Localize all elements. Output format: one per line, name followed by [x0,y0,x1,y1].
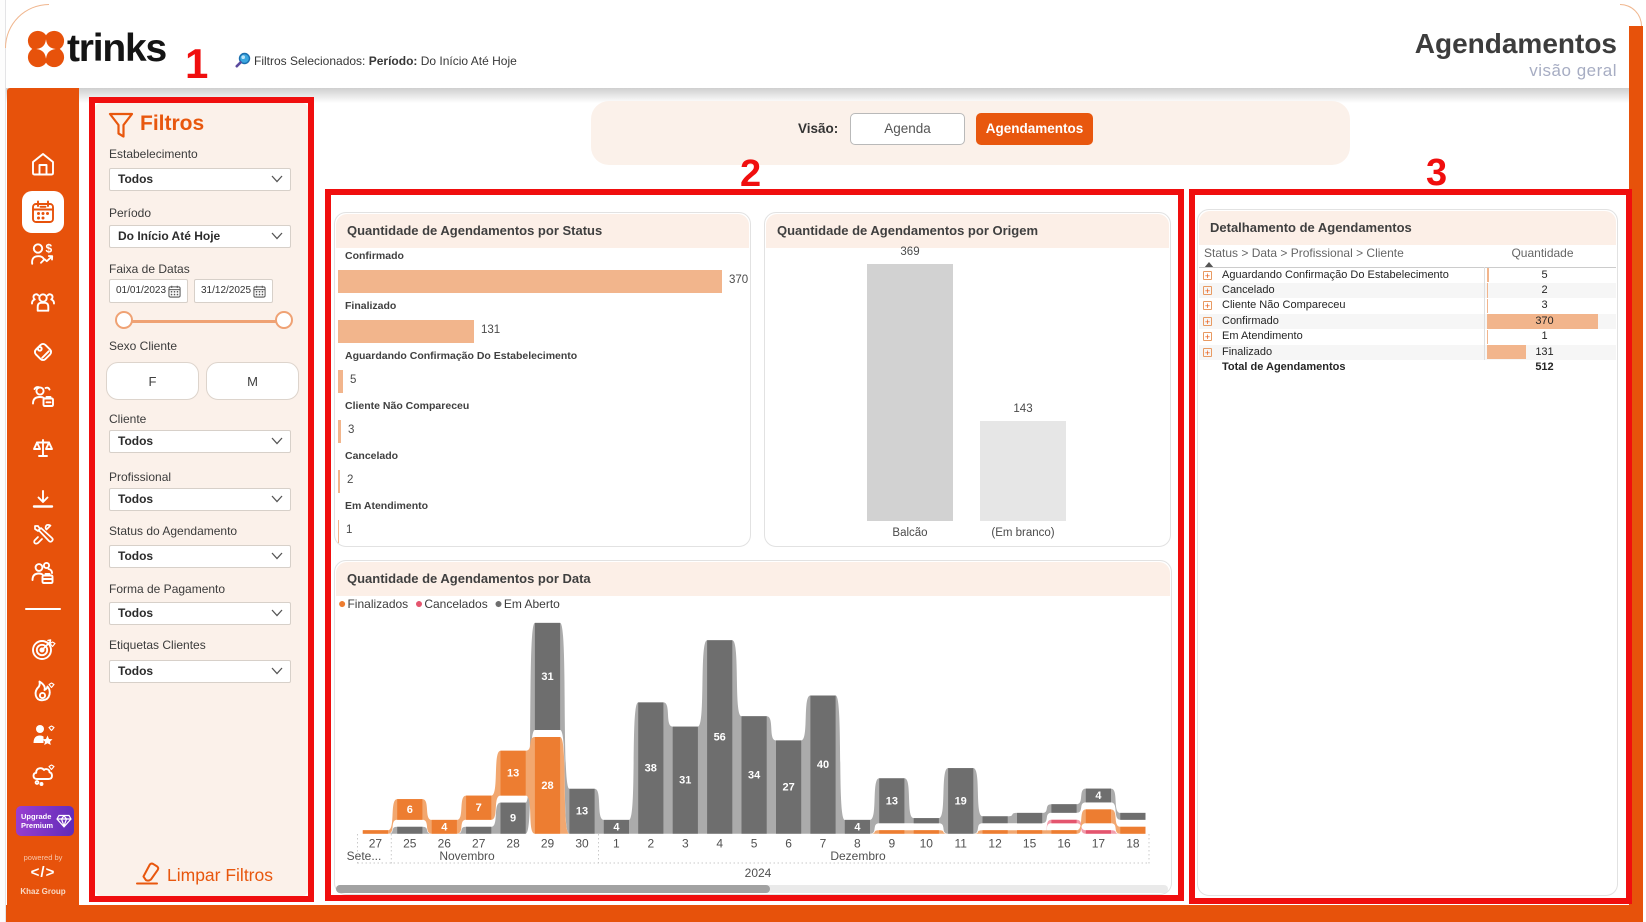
svg-text:38: 38 [645,763,657,775]
svg-text:19: 19 [955,795,967,807]
svg-text:10: 10 [920,837,934,851]
svg-text:5: 5 [751,837,758,851]
svg-text:27: 27 [472,837,486,851]
svg-text:13: 13 [886,795,898,807]
svg-text:8: 8 [854,837,861,851]
svg-text:9: 9 [510,813,516,825]
svg-text:16: 16 [1057,837,1071,851]
svg-text:7: 7 [820,837,827,851]
svg-text:17: 17 [1092,837,1106,851]
svg-text:34: 34 [748,770,761,782]
svg-text:Dezembro: Dezembro [830,849,886,863]
svg-text:9: 9 [889,837,896,851]
svg-text:6: 6 [785,837,792,851]
svg-text:4: 4 [441,821,448,833]
svg-text:26: 26 [438,837,452,851]
svg-text:1: 1 [613,837,620,851]
svg-text:11: 11 [954,837,967,851]
svg-text:27: 27 [782,782,794,794]
svg-text:2024: 2024 [745,866,772,880]
svg-text:28: 28 [506,837,520,851]
svg-text:30: 30 [575,837,589,851]
svg-text:12: 12 [988,837,1002,851]
svg-text:4: 4 [613,821,620,833]
svg-text:56: 56 [714,732,726,744]
svg-text:18: 18 [1126,837,1140,851]
svg-text:29: 29 [541,837,555,851]
svg-text:Sete...: Sete... [347,849,382,863]
svg-text:6: 6 [407,804,413,816]
svg-text:31: 31 [679,775,691,787]
svg-text:27: 27 [369,837,383,851]
svg-text:25: 25 [403,837,417,851]
svg-text:4: 4 [716,837,723,851]
svg-text:Novembro: Novembro [439,849,495,863]
svg-text:3: 3 [682,837,689,851]
svg-text:13: 13 [507,768,519,780]
svg-text:13: 13 [576,806,588,818]
svg-text:2: 2 [647,837,654,851]
svg-text:31: 31 [541,671,553,683]
svg-text:7: 7 [476,802,482,814]
svg-text:4: 4 [854,821,861,833]
svg-text:40: 40 [817,759,829,771]
svg-text:$: $ [46,242,53,256]
svg-text:4: 4 [1095,790,1102,802]
svg-text:15: 15 [1023,837,1037,851]
svg-text:28: 28 [541,780,553,792]
